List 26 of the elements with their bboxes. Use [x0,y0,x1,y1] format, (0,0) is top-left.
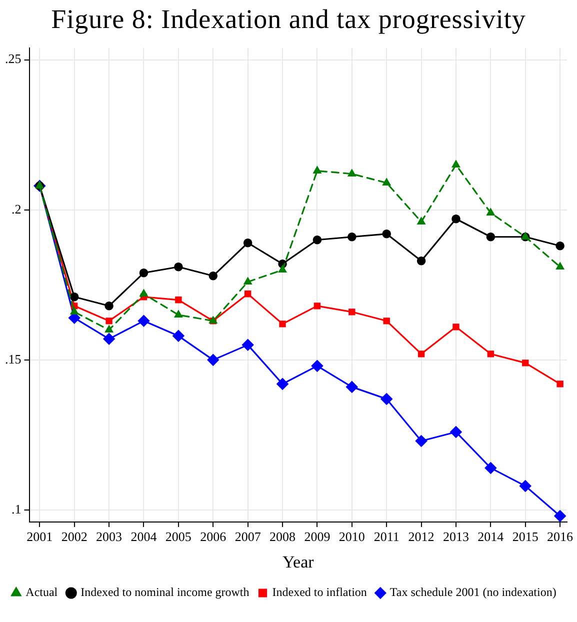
legend-label: Actual [26,585,58,600]
x-tick-label: 2009 [304,529,330,544]
x-tick-label: 2011 [374,529,400,544]
x-tick-label: 2008 [270,529,296,544]
x-tick-label: 2016 [547,529,574,544]
x-tick-label: 2002 [61,529,88,544]
y-tick-label: .1 [12,501,22,516]
y-tick-label: .2 [12,201,22,216]
x-tick-label: 2014 [478,529,504,544]
x-tick-label: 2006 [200,529,227,544]
x-tick-label: 2004 [130,529,158,544]
legend-label: Tax schedule 2001 (no indexation) [390,585,556,600]
x-tick-label: 2015 [512,529,538,544]
chart-title: Figure 8: Indexation and tax progressivity [50,4,527,35]
y-tick-label: .15 [5,351,22,366]
x-axis-title: Year [282,552,314,572]
legend-label: Indexed to inflation [272,585,367,600]
x-tick-label: 2007 [234,529,262,544]
x-tick-label: 2005 [165,529,192,544]
x-tick-label: 2013 [442,529,469,544]
x-tick-label: 2012 [408,529,434,544]
x-tick-label: 2001 [26,529,53,544]
y-tick-label: .25 [5,51,22,66]
x-tick-label: 2010 [338,529,365,544]
x-tick-label: 2003 [96,529,122,544]
legend-label: Indexed to nominal income growth [80,585,250,600]
